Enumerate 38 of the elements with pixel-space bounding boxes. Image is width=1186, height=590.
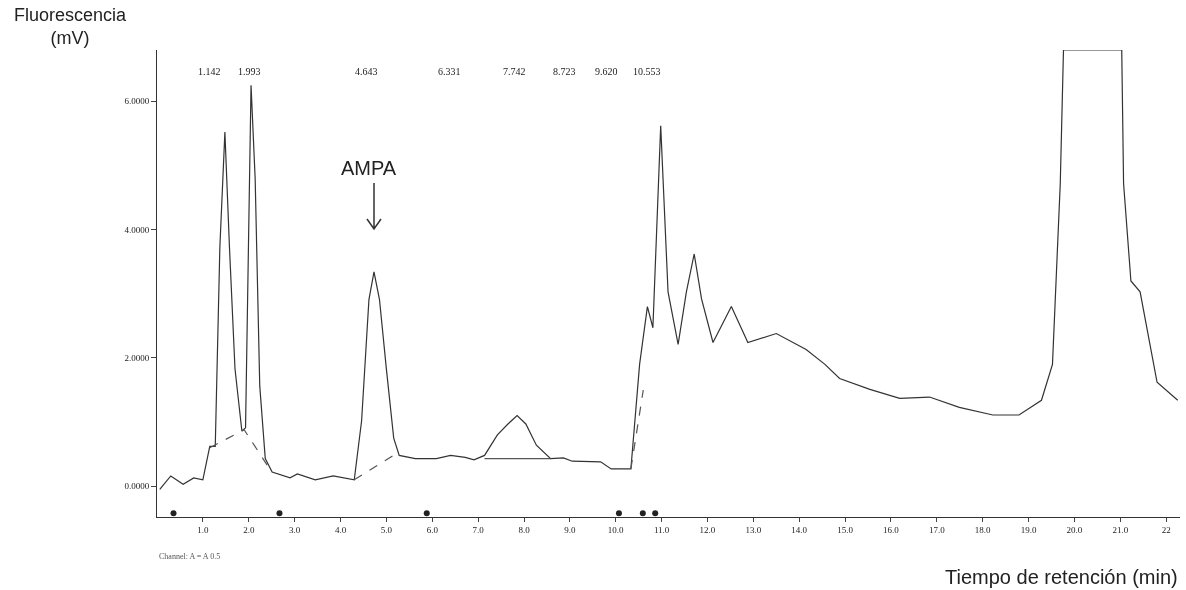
x-tick-label: 13.0 (745, 524, 762, 535)
y-tick-label: 4.0000 (124, 224, 150, 235)
x-tick-label: 20.0 (1066, 524, 1083, 535)
x-tick-label: 18.0 (974, 524, 992, 535)
annotation: 1.142 (198, 66, 221, 77)
x-tick-label: 19.0 (1020, 524, 1037, 535)
x-tick-label: 4.0 (334, 524, 347, 535)
x-tick-label: 22 (1161, 524, 1171, 535)
annotation: 8.723 (553, 66, 576, 77)
x-tick-label: 3.0 (288, 524, 301, 535)
annotation: 6.331 (438, 66, 461, 77)
x-axis-title: Tiempo de retención (min) (945, 566, 1178, 588)
x-tick-label: 2.0 (243, 524, 255, 535)
x-tick-label: 11.0 (653, 524, 670, 535)
y-axis-title: Fluorescencia (mV) (14, 5, 128, 49)
x-tick-label: 5.0 (380, 524, 393, 535)
x-tick-label: 6.0 (426, 524, 439, 535)
x-tick-label: 1.0 (197, 524, 209, 535)
x-tick-label: 12.0 (699, 524, 716, 535)
y-tick-label: 6.0000 (124, 96, 150, 107)
x-tick-label: 16.0 (883, 524, 900, 535)
x-tick-label: 21.0 (1112, 524, 1129, 535)
annotation: 7.742 (503, 66, 526, 77)
y-tick-label: 0.0000 (124, 481, 150, 492)
x-tick-label: 10.0 (607, 524, 625, 535)
x-tick-label: 14.0 (791, 524, 808, 535)
x-tick-label: 17.0 (928, 524, 946, 535)
annotation: 10.553 (633, 66, 661, 77)
x-tick-label: 7.0 (472, 524, 485, 535)
annotation: AMPA (341, 157, 397, 179)
x-tick-label: 15.0 (837, 524, 854, 535)
annotation: 9.620 (595, 66, 618, 77)
x-tick-label: 9.0 (564, 524, 576, 535)
text: Channel: A = A 0.5 (159, 552, 221, 561)
annotation: 4.643 (355, 66, 378, 77)
annotation: 1.993 (238, 66, 261, 77)
x-tick-label: 8.0 (518, 524, 531, 535)
y-tick-label: 2.0000 (124, 353, 150, 364)
